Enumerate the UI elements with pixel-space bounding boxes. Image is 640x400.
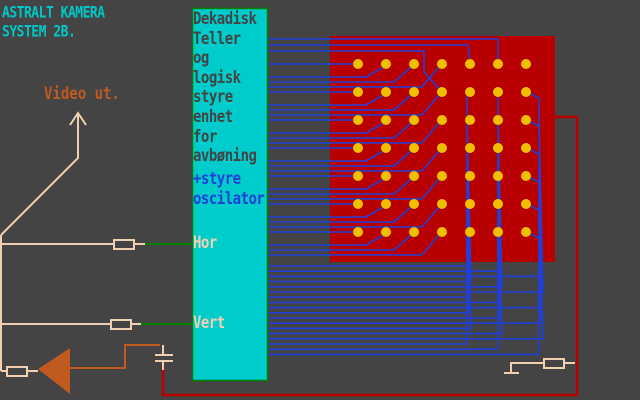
unit-label: Teller: [193, 29, 241, 49]
blue-wire: [268, 231, 540, 356]
led: [465, 143, 475, 153]
led: [521, 171, 531, 181]
led: [521, 87, 531, 97]
led: [353, 171, 363, 181]
led: [521, 143, 531, 153]
video-out-label: Video ut.: [44, 84, 120, 104]
led: [437, 227, 447, 237]
led: [437, 171, 447, 181]
led: [381, 227, 391, 237]
led: [409, 143, 419, 153]
led: [493, 199, 503, 209]
led: [465, 59, 475, 69]
led-matrix: [353, 59, 531, 237]
led: [381, 143, 391, 153]
title-line-2: SYSTEM 2B.: [2, 22, 76, 42]
led: [521, 199, 531, 209]
led: [353, 227, 363, 237]
led: [493, 115, 503, 125]
led: [521, 227, 531, 237]
hor-label: Hor: [193, 233, 217, 253]
led: [409, 199, 419, 209]
led: [437, 143, 447, 153]
led: [353, 143, 363, 153]
osc-label-2: oscilator: [193, 189, 265, 209]
led: [353, 115, 363, 125]
video-circuit: [0, 111, 145, 377]
led: [381, 87, 391, 97]
amplifier-triangle: [38, 348, 70, 394]
unit-label: avbøning: [193, 146, 257, 167]
led: [409, 87, 419, 97]
led: [493, 59, 503, 69]
led: [493, 227, 503, 237]
led: [437, 87, 447, 97]
led: [465, 115, 475, 125]
led: [465, 199, 475, 209]
red-supply-wire: [161, 115, 579, 397]
led: [493, 87, 503, 97]
led: [493, 143, 503, 153]
led: [381, 115, 391, 125]
ground-resistor: [504, 358, 575, 374]
unit-label: for: [193, 127, 217, 147]
led: [381, 59, 391, 69]
led: [353, 59, 363, 69]
unit-label: enhet: [193, 107, 233, 127]
led: [381, 199, 391, 209]
led: [521, 115, 531, 125]
unit-label: og: [193, 48, 209, 69]
led: [409, 227, 419, 237]
led: [353, 199, 363, 209]
capacitor: [155, 345, 173, 370]
osc-label-1: +styre: [193, 169, 241, 189]
vert-label: Vert: [193, 313, 225, 333]
led: [409, 171, 419, 181]
amplifier-output-wire: [70, 344, 160, 369]
control-unit-box: [191, 7, 269, 382]
led: [521, 59, 531, 69]
led: [409, 115, 419, 125]
unit-label: Dekadisk: [193, 9, 257, 30]
led: [465, 227, 475, 237]
led: [437, 115, 447, 125]
unit-label: logisk: [193, 68, 241, 88]
led: [493, 171, 503, 181]
blue-wire: [268, 44, 471, 65]
unit-label: styre: [193, 88, 233, 108]
led: [409, 59, 419, 69]
blue-wire: [268, 38, 499, 64]
led: [437, 199, 447, 209]
led: [437, 59, 447, 69]
blue-wire: [268, 119, 544, 293]
led: [465, 87, 475, 97]
led: [381, 171, 391, 181]
led: [353, 87, 363, 97]
title-line-1: ASTRALT KAMERA: [2, 3, 105, 23]
led: [465, 171, 475, 181]
blue-wire: [268, 50, 443, 93]
blue-wire: [268, 203, 544, 340]
